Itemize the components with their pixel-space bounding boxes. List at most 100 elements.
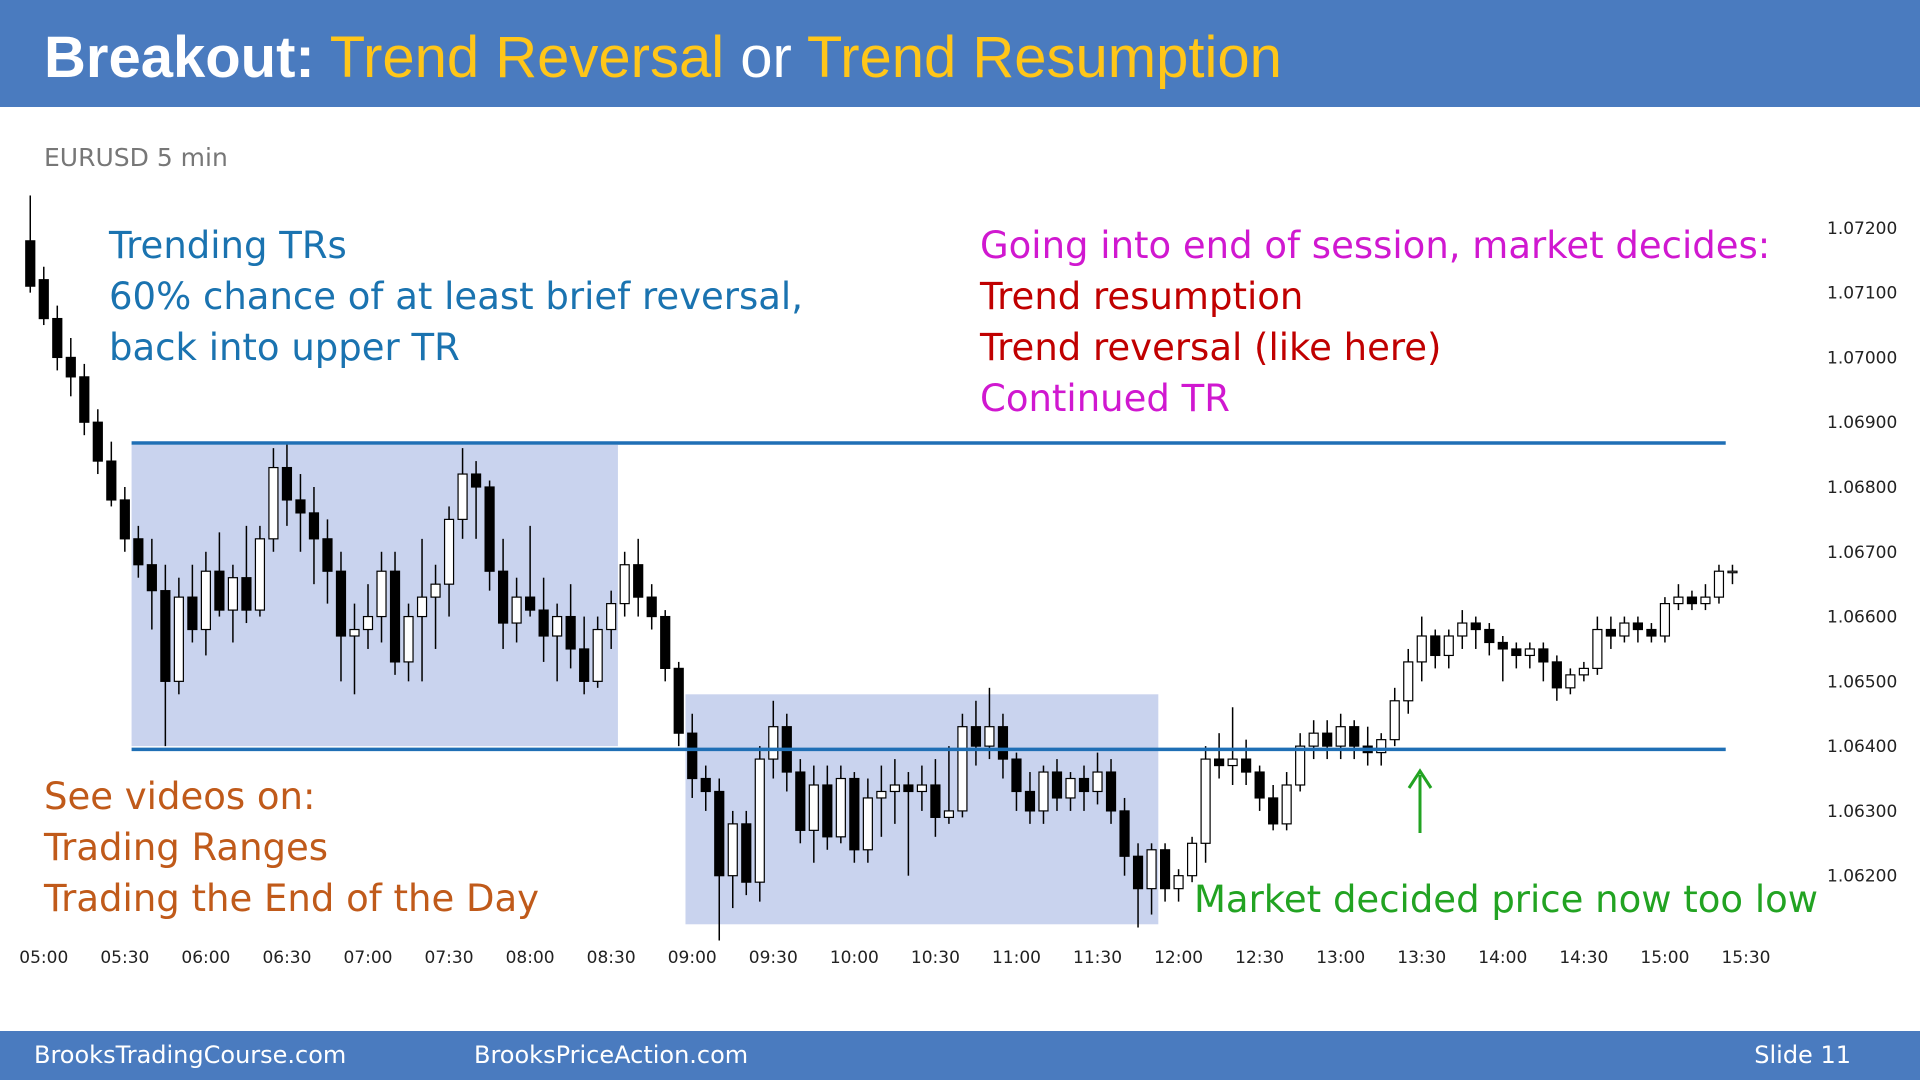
candle-body <box>565 615 576 650</box>
y-tick-label: 1.06200 <box>1827 867 1897 887</box>
annotation: Trading the End of the Day <box>43 877 539 920</box>
y-tick-label: 1.07200 <box>1827 219 1897 239</box>
candle-body <box>241 577 252 611</box>
candle-body <box>146 564 157 592</box>
y-tick-label: 1.06700 <box>1827 543 1897 563</box>
candle-body <box>1659 603 1671 637</box>
candle-body <box>889 784 900 793</box>
candle-body <box>984 726 995 747</box>
candle-body <box>106 460 117 501</box>
candle-body <box>1295 745 1306 786</box>
candle-body <box>943 810 955 818</box>
candle-body <box>1065 777 1076 799</box>
candle-body <box>606 603 617 631</box>
candle-body <box>1268 797 1279 825</box>
candle-body <box>862 797 873 851</box>
candle-body <box>1376 739 1387 754</box>
candle-body <box>295 499 306 514</box>
candle-body <box>970 726 982 747</box>
arrow-head <box>1407 768 1433 789</box>
x-tick-label: 15:30 <box>1721 948 1770 968</box>
candle-body <box>1632 622 1644 631</box>
candle-body <box>92 421 103 462</box>
candle-body <box>443 518 455 585</box>
y-tick-label: 1.06400 <box>1827 737 1897 757</box>
candle-body <box>1335 726 1346 747</box>
candle-body <box>1308 732 1319 747</box>
title-part: Trend Resumption <box>807 25 1282 90</box>
candle-body <box>1146 849 1157 890</box>
x-tick-label: 07:00 <box>344 948 393 968</box>
candle-body <box>376 570 387 618</box>
footer-band <box>0 1031 1920 1080</box>
x-tick-label: 15:00 <box>1640 948 1689 968</box>
x-tick-label: 10:00 <box>830 948 879 968</box>
candle-body <box>416 596 428 618</box>
candle-body <box>1200 758 1211 844</box>
footer-left: BrooksTradingCourse.com <box>34 1041 346 1069</box>
candle-body <box>619 564 630 605</box>
candle-body <box>1430 635 1441 657</box>
candle-body <box>214 570 225 611</box>
trading-range-zone <box>131 444 618 747</box>
x-tick-label: 05:00 <box>19 948 68 968</box>
candle-body <box>25 240 36 287</box>
candle-body <box>1173 875 1184 890</box>
candle-body <box>227 577 239 611</box>
candle-body <box>457 473 468 520</box>
x-tick-label: 12:00 <box>1154 948 1203 968</box>
candle-body <box>1389 700 1400 741</box>
slide-title: Breakout: Trend Reversal or Trend Resump… <box>44 25 1282 90</box>
candle-body <box>52 317 63 359</box>
x-tick-label: 14:30 <box>1559 948 1608 968</box>
candle-body <box>1443 635 1454 657</box>
candle-body <box>497 570 509 624</box>
x-tick-label: 06:00 <box>181 948 230 968</box>
candle-body <box>389 570 401 663</box>
candle-body <box>349 628 360 637</box>
footer-right: Slide 11 <box>1754 1041 1851 1069</box>
candle-body <box>200 570 211 631</box>
candle-body <box>646 596 657 618</box>
candle-body <box>835 777 846 838</box>
candle-body <box>119 499 130 540</box>
candle-body <box>79 376 90 423</box>
candle-body <box>538 609 549 637</box>
title-part: Trend Reversal <box>330 25 724 90</box>
candle-body <box>660 615 671 669</box>
candle-body <box>1349 726 1360 747</box>
x-tick-label: 12:30 <box>1235 948 1284 968</box>
candle-body <box>1470 622 1481 631</box>
candle-body <box>903 784 914 793</box>
candle-body <box>876 790 887 799</box>
x-tick-label: 09:30 <box>749 948 798 968</box>
candle-body <box>1038 771 1049 812</box>
candle-body <box>1673 596 1684 605</box>
candle-body <box>1322 732 1333 747</box>
header-band <box>0 0 1920 107</box>
annotation: Market decided price now too low <box>1194 878 1818 921</box>
x-tick-label: 14:00 <box>1478 948 1527 968</box>
candle-body <box>1281 784 1292 825</box>
x-tick-label: 08:30 <box>587 948 636 968</box>
candle-body <box>38 279 49 320</box>
candle-body <box>1497 641 1508 650</box>
annotation: See videos on: <box>44 775 315 818</box>
candle-body <box>1254 771 1265 799</box>
x-tick-label: 11:00 <box>992 948 1041 968</box>
candle-body <box>849 777 860 851</box>
candle-body <box>930 784 941 818</box>
candle-body <box>322 538 333 572</box>
candle-body <box>1551 661 1562 689</box>
candle-body <box>1457 622 1468 637</box>
candle-body <box>1538 648 1549 663</box>
candle-body <box>1214 758 1225 767</box>
arrow <box>1407 768 1433 833</box>
candle-body <box>430 583 441 598</box>
annotation: Trading Ranges <box>43 826 328 869</box>
candle-body <box>727 823 738 877</box>
footer-mid: BrooksPriceAction.com <box>474 1041 748 1069</box>
candle-body <box>1078 777 1090 793</box>
candle-body <box>1186 842 1198 877</box>
